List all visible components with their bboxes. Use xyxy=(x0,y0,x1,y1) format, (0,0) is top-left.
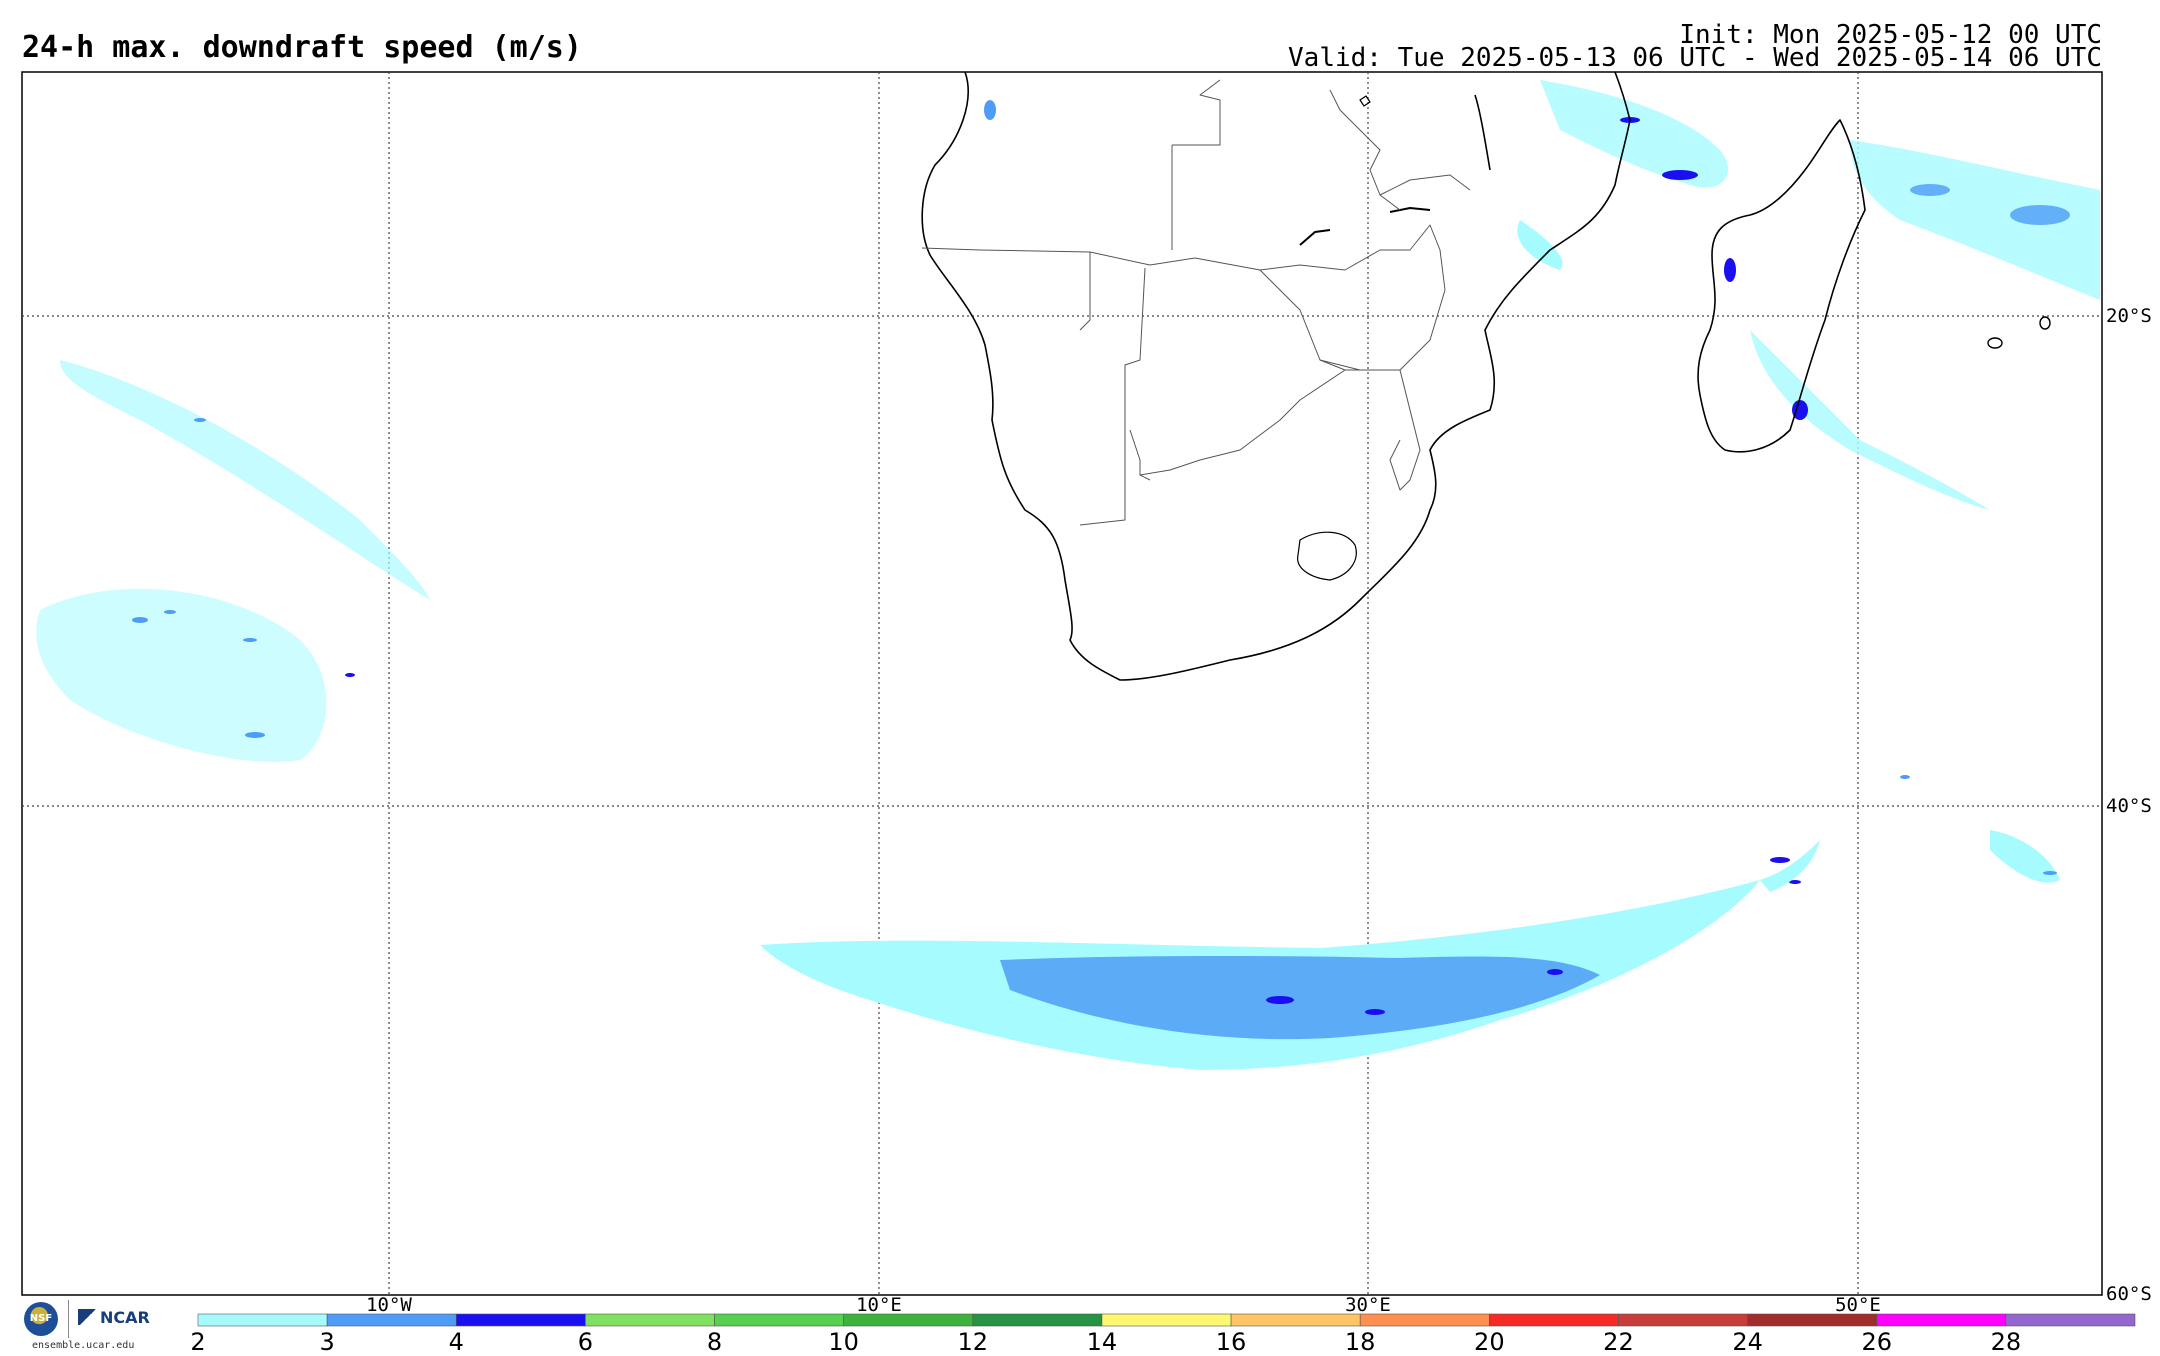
gridlines xyxy=(22,72,2102,1295)
valid-time: Valid: Tue 2025-05-13 06 UTC - Wed 2025-… xyxy=(1288,43,2102,73)
nsf-ncar-logo: NSF NCAR ensemble.ucar.edu xyxy=(22,1300,157,1352)
ncar-logo: NCAR xyxy=(78,1308,150,1327)
colorbar-swatch xyxy=(2005,1313,2136,1327)
colorbar-swatch xyxy=(585,1313,715,1327)
map-title: 24-h max. downdraft speed (m/s) xyxy=(22,30,582,65)
colorbar-tick-label: 14 xyxy=(1086,1328,1118,1356)
colorbar-swatch xyxy=(455,1313,586,1327)
colorbar-swatch xyxy=(843,1313,974,1327)
colorbar-swatch xyxy=(1489,1313,1619,1327)
colorbar-swatch xyxy=(1230,1313,1361,1327)
colorbar-tick-label: 3 xyxy=(319,1328,335,1356)
colorbar-swatch xyxy=(1359,1313,1490,1327)
colorbar-swatch xyxy=(197,1313,328,1327)
colorbar-swatch xyxy=(972,1313,1103,1327)
colorbar xyxy=(197,1313,2136,1327)
colorbar-tick-label: 20 xyxy=(1474,1328,1505,1356)
lon-label-10w: 10°W xyxy=(366,1294,412,1316)
init-time: Init: Mon 2025-05-12 00 UTC xyxy=(1679,20,2102,50)
colorbar-tick-label: 18 xyxy=(1344,1328,1376,1356)
lat-label-60s: 60°S xyxy=(2106,1283,2152,1305)
colorbar-tick-label: 28 xyxy=(1990,1328,2022,1356)
country-borders xyxy=(921,79,1471,526)
downdraft-field-northeast xyxy=(984,80,2100,510)
colorbar-tick-label: 22 xyxy=(1603,1328,1634,1356)
colorbar-tick-label: 26 xyxy=(1861,1328,1892,1356)
colorbar-swatch xyxy=(1747,1313,1878,1327)
lon-label-30e: 30°E xyxy=(1345,1294,1391,1316)
ncar-label: NCAR xyxy=(100,1308,150,1327)
lon-label-50e: 50°E xyxy=(1835,1294,1881,1316)
colorbar-tick-label: 10 xyxy=(828,1328,859,1356)
logo-separator xyxy=(68,1300,69,1338)
lat-label-20s: 20°S xyxy=(2106,305,2152,327)
colorbar-swatch xyxy=(1876,1313,2007,1327)
site-url: ensemble.ucar.edu xyxy=(32,1340,135,1351)
colorbar-swatch xyxy=(1618,1313,1748,1327)
colorbar-tick-label: 24 xyxy=(1732,1328,1763,1356)
nsf-logo-icon: NSF xyxy=(24,1302,58,1336)
colorbar-tick-label: 8 xyxy=(706,1328,723,1356)
colorbar-tick-label: 2 xyxy=(190,1328,206,1356)
downdraft-field-west xyxy=(36,360,430,762)
lon-label-10e: 10°E xyxy=(856,1294,902,1316)
downdraft-field-southern-ocean xyxy=(760,775,2060,1070)
colorbar-tick-label: 4 xyxy=(448,1328,464,1356)
colorbar-tick-label: 16 xyxy=(1215,1328,1247,1356)
colorbar-swatch xyxy=(714,1313,844,1327)
colorbar-swatch xyxy=(1101,1313,1232,1327)
colorbar-swatch xyxy=(326,1313,457,1327)
colorbar-tick-label: 12 xyxy=(957,1328,989,1356)
ncar-mark-icon xyxy=(78,1309,98,1325)
coastlines xyxy=(921,71,2051,681)
map-frame xyxy=(21,71,2103,1296)
lat-label-40s: 40°S xyxy=(2106,795,2152,817)
colorbar-tick-label: 6 xyxy=(577,1328,594,1356)
